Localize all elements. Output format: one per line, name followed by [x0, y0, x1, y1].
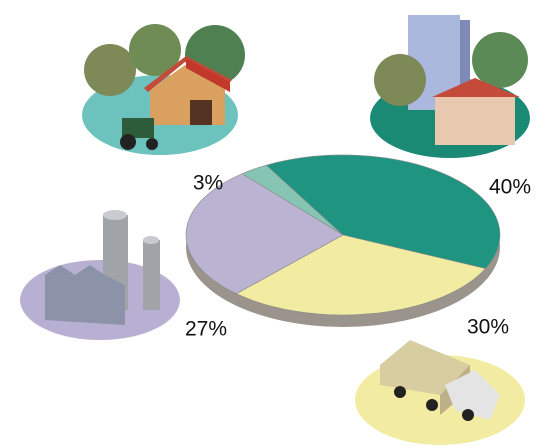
town-illustration [370, 15, 530, 158]
pie-slice [265, 154, 501, 269]
pie-slice [235, 234, 487, 316]
truck-illustration [355, 340, 525, 445]
value-label: 27% [185, 318, 227, 341]
value-label: 3% [193, 172, 223, 195]
factory-illustration [20, 210, 180, 340]
value-label: 30% [467, 316, 509, 339]
pie-slice [185, 173, 344, 295]
farm-illustration [82, 24, 245, 155]
value-label: 40% [489, 176, 531, 199]
